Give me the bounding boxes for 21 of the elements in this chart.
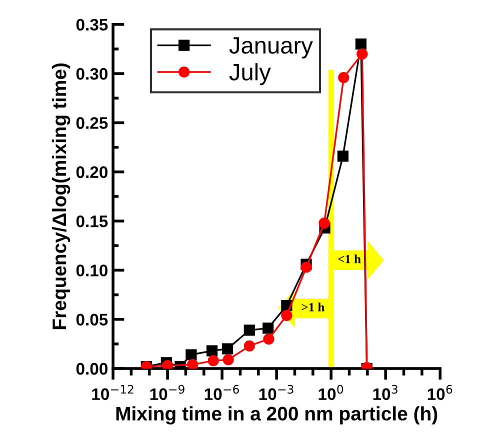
y-tick-label: 0.15 xyxy=(76,215,108,228)
x-tick-label: 10$^{−12}$ xyxy=(92,384,134,400)
x-tick-label: 10$^{0}$ xyxy=(318,384,344,400)
y-tick-label: 0.05 xyxy=(76,314,108,326)
y-tick-label: 0.00 xyxy=(76,362,108,375)
x-tick-label: 10$^{3}$ xyxy=(373,384,398,400)
x-tick-label: 10$^{6}$ xyxy=(428,384,452,400)
legend-label: July xyxy=(229,63,271,86)
y-tick-label: 0.20 xyxy=(76,166,108,178)
y-tick-label: 0.35 xyxy=(76,18,108,31)
x-tick-label: 10$^{−6}$ xyxy=(204,384,239,400)
y-tick-label: 0.10 xyxy=(76,264,108,276)
x-tick-label: 10$^{−3}$ xyxy=(259,384,294,400)
y-axis-title: Frequency/Δlog(mixing time) xyxy=(52,63,70,330)
legend-label: January xyxy=(229,37,313,58)
annotation: >1 h xyxy=(302,302,324,312)
y-tick-label: 0.30 xyxy=(76,68,108,80)
x-axis-title: Mixing time in a 200 nm particle (h) xyxy=(116,406,438,424)
annotation: <1 h xyxy=(338,254,361,264)
x-tick-label: 10$^{−9}$ xyxy=(150,384,184,400)
y-tick-label: 0.25 xyxy=(76,117,108,129)
